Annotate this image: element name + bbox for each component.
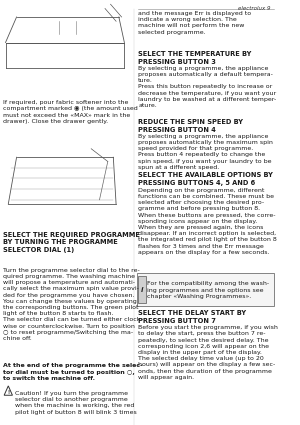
Text: i: i [141, 287, 143, 293]
Text: !: ! [7, 390, 9, 395]
Text: Depending on the programme, different
functions can be combined. These must be
s: Depending on the programme, different fu… [138, 188, 277, 255]
Text: SELECT THE AVAILABLE OPTIONS BY
PRESSING BUTTONS 4, 5 AND 6: SELECT THE AVAILABLE OPTIONS BY PRESSING… [138, 172, 273, 186]
Text: Before you start the programme, if you wish
to delay the start, press the button: Before you start the programme, if you w… [138, 325, 278, 380]
Text: If required, pour fabric softener into the
compartment marked ◉ (the amount used: If required, pour fabric softener into t… [3, 100, 137, 124]
Text: By selecting a programme, the appliance
proposes automatically a default tempera: By selecting a programme, the appliance … [138, 66, 276, 108]
FancyBboxPatch shape [137, 273, 274, 306]
Text: At the end of the programme the selec-
tor dial must be turned to position ○,
to: At the end of the programme the selec- t… [3, 363, 142, 381]
Text: and the message Err is displayed to
indicate a wrong selection. The
machine will: and the message Err is displayed to indi… [138, 11, 251, 35]
Text: electrolux 9: electrolux 9 [238, 6, 271, 11]
Text: REDUCE THE SPIN SPEED BY
PRESSING BUTTON 4: REDUCE THE SPIN SPEED BY PRESSING BUTTON… [138, 119, 243, 133]
Text: Caution! If you turn the programme
selector dial to another programme
when the m: Caution! If you turn the programme selec… [15, 391, 137, 415]
Text: By selecting a programme, the appliance
proposes automatically the maximum spin
: By selecting a programme, the appliance … [138, 134, 273, 170]
Text: For the compatibility among the wash-
ing programmes and the options see
chapter: For the compatibility among the wash- in… [147, 281, 269, 299]
Text: SELECT THE REQUIRED PROGRAMME
BY TURNING THE PROGRAMME
SELECTOR DIAL (1): SELECT THE REQUIRED PROGRAMME BY TURNING… [3, 232, 140, 252]
Text: Turn the programme selector dial to the re-
quired programme. The washing machin: Turn the programme selector dial to the … [3, 268, 142, 341]
FancyBboxPatch shape [139, 276, 146, 303]
Text: SELECT THE TEMPERATURE BY
PRESSING BUTTON 3: SELECT THE TEMPERATURE BY PRESSING BUTTO… [138, 51, 252, 65]
Text: SELECT THE DELAY START BY
PRESSING BUTTON 7: SELECT THE DELAY START BY PRESSING BUTTO… [138, 310, 246, 324]
